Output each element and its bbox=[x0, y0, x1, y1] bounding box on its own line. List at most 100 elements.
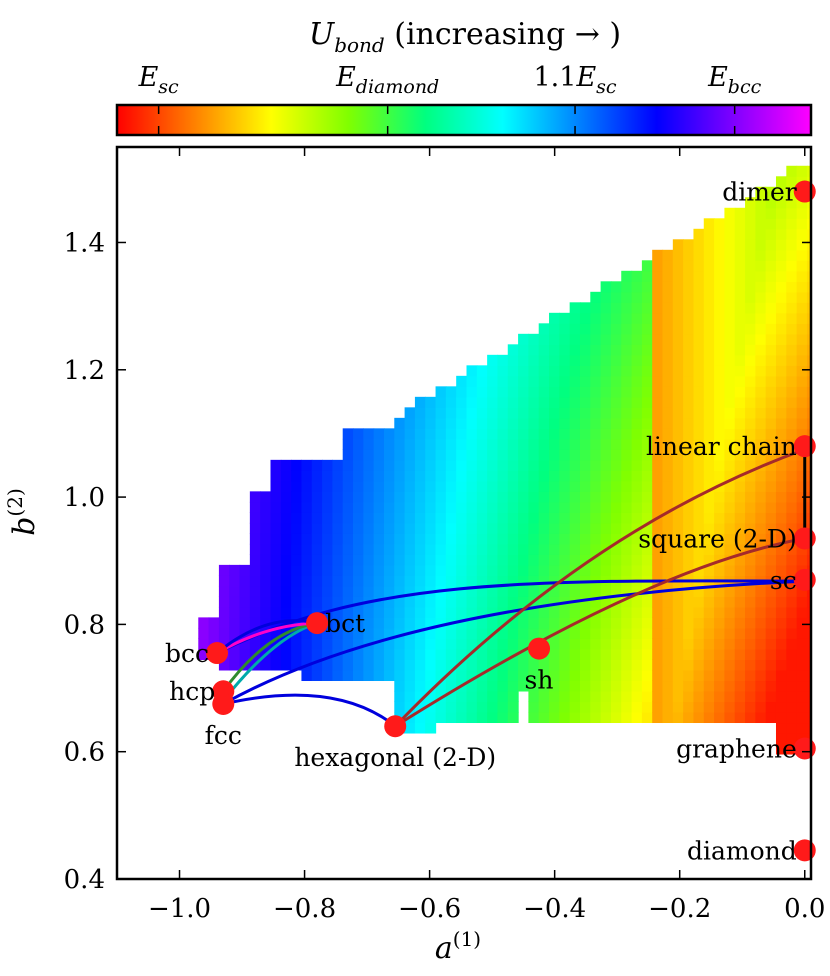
heatmap-cell bbox=[796, 470, 808, 482]
heatmap-cell bbox=[683, 417, 695, 429]
heatmap-cell bbox=[445, 428, 457, 440]
heatmap-cell bbox=[652, 627, 664, 639]
heatmap-cell bbox=[693, 533, 705, 545]
heatmap-cell bbox=[724, 596, 736, 608]
heatmap-cell bbox=[487, 585, 499, 597]
heatmap-cell bbox=[518, 344, 529, 356]
heatmap-cell bbox=[641, 491, 653, 503]
heatmap-cell bbox=[693, 627, 705, 639]
heatmap-cell bbox=[414, 428, 426, 440]
heatmap-cell bbox=[745, 680, 756, 692]
heatmap-cell bbox=[734, 491, 746, 503]
heatmap-cell bbox=[476, 501, 488, 513]
heatmap-cell bbox=[549, 354, 560, 366]
heatmap-cell bbox=[672, 554, 684, 566]
heatmap-cell bbox=[497, 375, 509, 387]
heatmap-cell bbox=[600, 480, 612, 492]
heatmap-cell bbox=[786, 186, 798, 198]
heatmap-cell bbox=[476, 365, 488, 377]
heatmap-cell bbox=[383, 564, 395, 576]
heatmap-cell bbox=[693, 585, 705, 597]
heatmap-cell bbox=[714, 428, 726, 440]
heatmap-cell bbox=[549, 428, 560, 440]
heatmap-cell bbox=[724, 585, 736, 597]
colorbar-title-main: U bbox=[309, 17, 336, 52]
heatmap-cell bbox=[280, 459, 292, 471]
heatmap-cell bbox=[734, 365, 746, 377]
heatmap-cell bbox=[755, 249, 767, 261]
heatmap-cell bbox=[559, 344, 571, 356]
heatmap-cell bbox=[631, 270, 643, 282]
heatmap-cell bbox=[579, 512, 591, 524]
heatmap-cell bbox=[683, 323, 695, 335]
heatmap-cell bbox=[363, 470, 375, 482]
heatmap-cell bbox=[693, 249, 705, 261]
heatmap-cell bbox=[745, 260, 756, 272]
heatmap-cell bbox=[404, 564, 416, 576]
heatmap-cell bbox=[414, 407, 426, 419]
heatmap-cell bbox=[425, 428, 437, 440]
y-axis-title-main: b bbox=[7, 517, 42, 536]
heatmap-cell bbox=[363, 617, 375, 629]
heatmap-cell bbox=[734, 407, 746, 419]
heatmap-cell bbox=[456, 596, 468, 608]
heatmap-cell bbox=[425, 711, 437, 724]
heatmap-cell bbox=[652, 428, 664, 440]
heatmap-cell bbox=[280, 596, 292, 608]
heatmap-cell bbox=[755, 354, 767, 366]
heatmap-cell bbox=[363, 543, 375, 555]
heatmap-cell bbox=[724, 543, 736, 555]
heatmap-cell bbox=[497, 480, 509, 492]
heatmap-cell bbox=[466, 617, 478, 629]
point-graphene bbox=[793, 737, 816, 760]
heatmap-cell bbox=[518, 617, 529, 629]
heatmap-cell bbox=[518, 501, 529, 513]
heatmap-cell bbox=[373, 512, 385, 524]
heatmap-cell bbox=[806, 344, 811, 356]
heatmap-cell bbox=[703, 459, 715, 471]
heatmap-cell bbox=[775, 627, 787, 639]
heatmap-cell bbox=[796, 302, 808, 314]
heatmap-cell bbox=[198, 627, 210, 639]
heatmap-cell bbox=[600, 323, 612, 335]
heatmap-cell bbox=[363, 512, 375, 524]
heatmap-cell bbox=[456, 396, 468, 408]
heatmap-cell bbox=[569, 417, 581, 429]
heatmap-cell bbox=[383, 459, 395, 471]
heatmap-cell bbox=[641, 617, 653, 629]
heatmap-cell bbox=[518, 438, 529, 450]
heatmap-cell bbox=[497, 470, 509, 482]
heatmap-cell bbox=[745, 606, 756, 618]
heatmap-cell bbox=[600, 659, 612, 671]
heatmap-cell bbox=[549, 438, 560, 450]
heatmap-cell bbox=[322, 543, 333, 555]
heatmap-cell bbox=[621, 344, 633, 356]
heatmap-cell bbox=[435, 659, 447, 671]
heatmap-cell bbox=[383, 638, 395, 650]
heatmap-cell bbox=[765, 239, 777, 251]
heatmap-cell bbox=[703, 522, 715, 534]
heatmap-cell bbox=[662, 260, 674, 272]
heatmap-cell bbox=[280, 564, 292, 576]
heatmap-cell bbox=[806, 260, 811, 272]
heatmap-cell bbox=[786, 480, 798, 492]
heatmap-cell bbox=[249, 564, 261, 576]
heatmap-cell bbox=[332, 606, 344, 618]
heatmap-cell bbox=[796, 386, 808, 398]
heatmap-cell bbox=[621, 323, 633, 335]
heatmap-cell bbox=[745, 585, 756, 597]
heatmap-cell bbox=[703, 281, 715, 293]
heatmap-cell bbox=[610, 333, 622, 345]
heatmap-cell bbox=[456, 690, 468, 703]
heatmap-cell bbox=[631, 417, 643, 429]
heatmap-cell bbox=[414, 690, 426, 703]
heatmap-cell bbox=[714, 543, 726, 555]
heatmap-cell bbox=[218, 638, 230, 650]
heatmap-cell bbox=[538, 501, 550, 513]
heatmap-cell bbox=[394, 627, 406, 639]
heatmap-cell bbox=[208, 627, 220, 639]
heatmap-cell bbox=[714, 522, 726, 534]
heatmap-cell bbox=[786, 501, 798, 513]
heatmap-cell bbox=[528, 680, 540, 692]
heatmap-cell bbox=[631, 480, 643, 492]
